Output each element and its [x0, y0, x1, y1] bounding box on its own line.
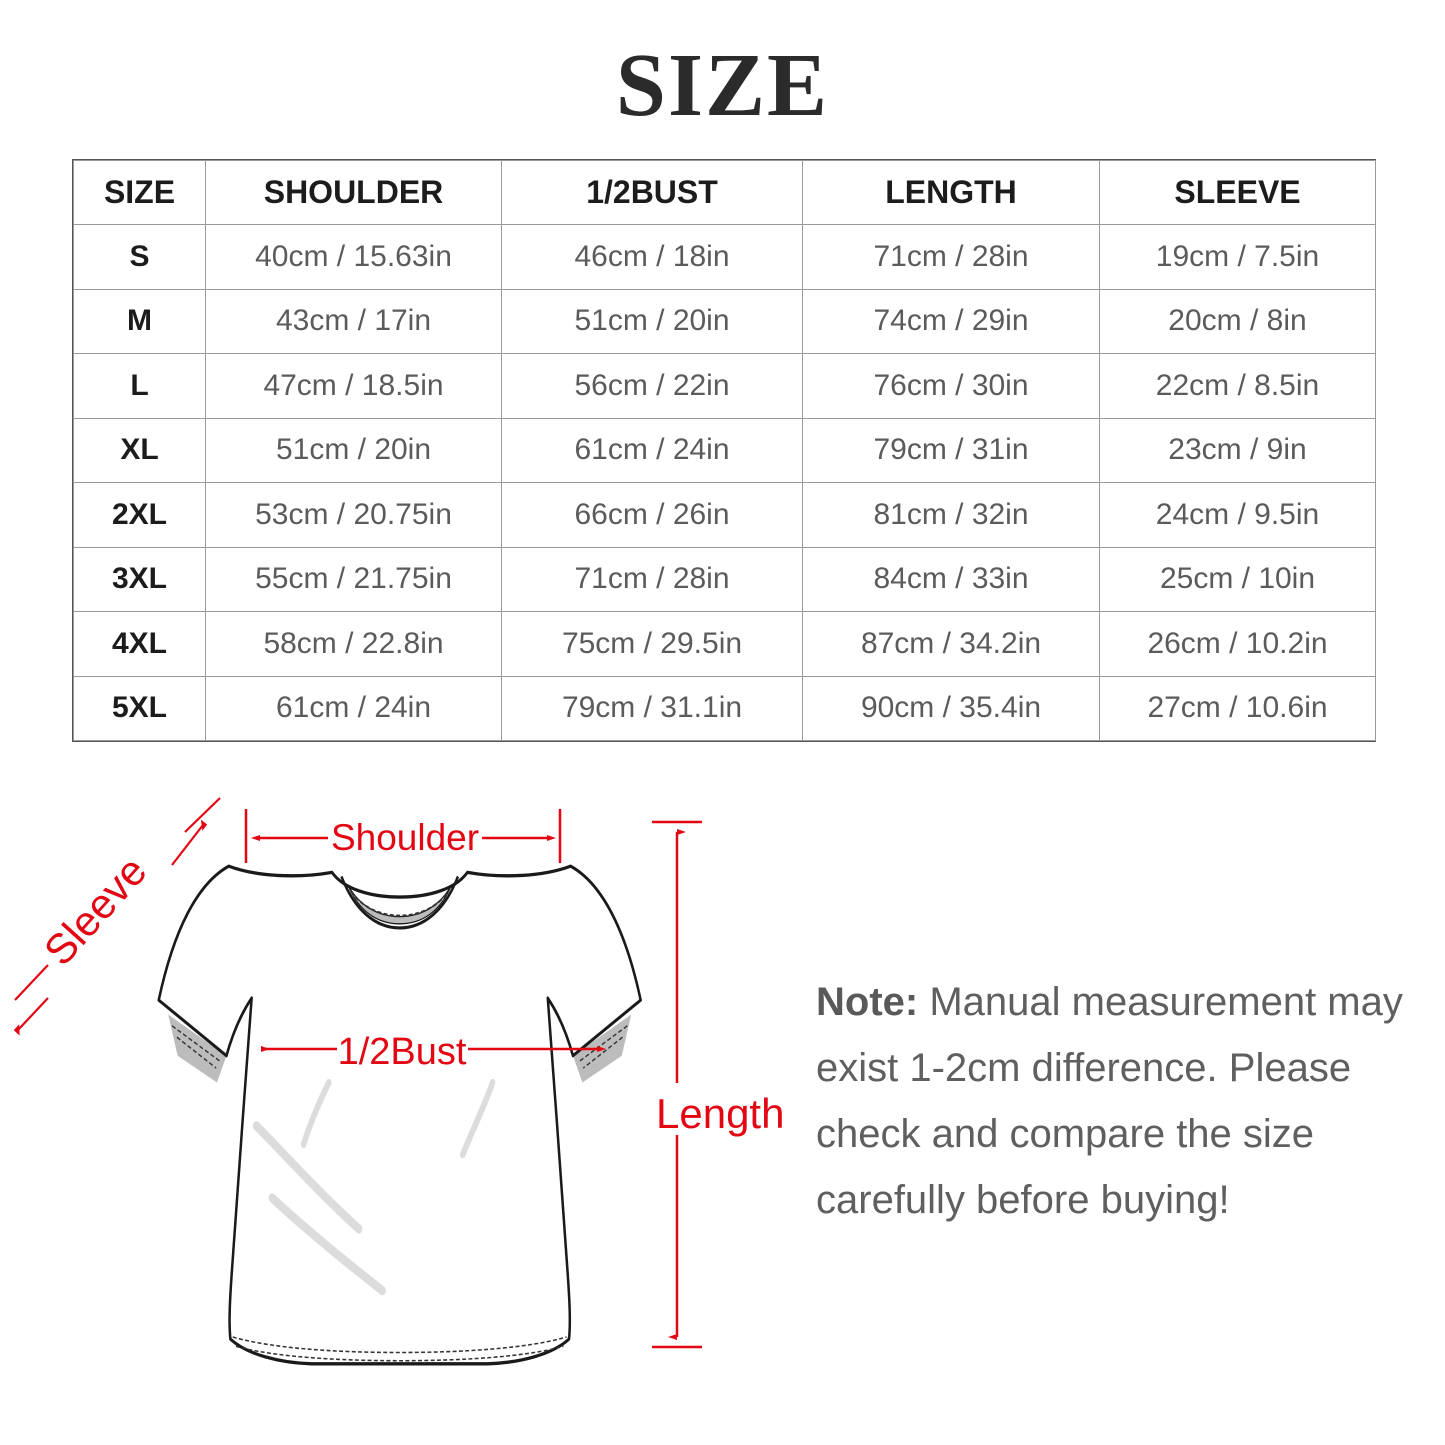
svg-text:1/2Bust: 1/2Bust [338, 1031, 467, 1073]
svg-text:Shoulder: Shoulder [331, 817, 479, 858]
svg-text:Sleeve: Sleeve [35, 847, 156, 974]
svg-text:Length: Length [656, 1090, 784, 1137]
